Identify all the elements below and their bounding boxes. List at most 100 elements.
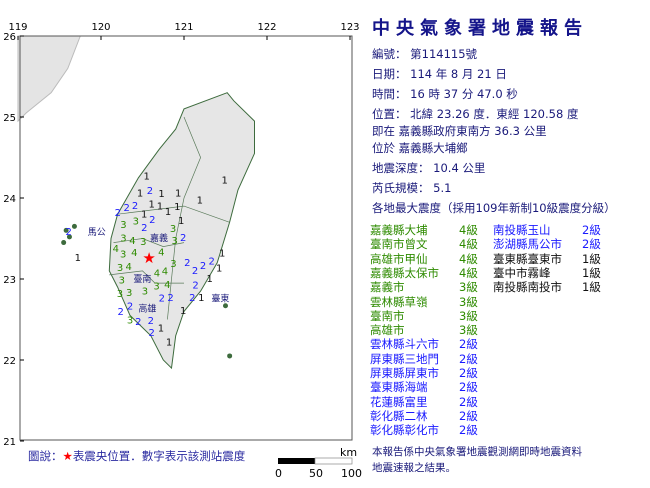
intensity-place: 高雄市甲仙: [370, 251, 428, 266]
intensity-level: 2級: [459, 366, 478, 380]
city-label: 臺東: [211, 293, 229, 305]
intensity-place: 嘉義縣大埔: [370, 223, 428, 237]
station-intensity: 4: [113, 244, 119, 255]
intensity-level: 1級: [582, 280, 601, 295]
intensity-level: 3級: [459, 308, 478, 323]
station-intensity: 3: [170, 259, 176, 270]
depth-value: 10.4 公里: [433, 161, 486, 175]
scale-tick: 100: [341, 467, 362, 480]
city-label: 高雄: [138, 302, 156, 314]
island: [223, 303, 228, 309]
intensity-place: 澎湖縣馬公市: [493, 237, 562, 252]
station-intensity: 1: [174, 202, 180, 213]
intensity-place: 高雄市: [370, 323, 405, 338]
report-time: 時間： 16 時 37 分 47.0 秒: [372, 86, 518, 102]
intensity-place: 臺南市曾文: [370, 237, 428, 252]
date-value: 114 年 8 月 21 日: [410, 67, 507, 81]
scale-unit: km: [340, 446, 358, 459]
intensity-level: 2級: [459, 337, 478, 352]
latitude-tick: 21: [3, 437, 16, 448]
report-location: 位置： 北緯 23.26 度．東經 120.58 度: [372, 106, 578, 122]
report-town: 位於 嘉義縣大埔鄉: [372, 140, 468, 156]
note-line: 本報告係中央氣象署地震觀測網即時地震資料: [372, 446, 582, 458]
county-border: [117, 205, 230, 223]
island: [66, 234, 72, 240]
magnitude-value: 5.1: [433, 181, 452, 195]
map-frame: [19, 35, 353, 441]
star-icon: ★: [62, 449, 73, 463]
report-note: 本報告係中央氣象署地震觀測網即時地震資料 地震速報之結果。: [372, 444, 582, 476]
epicenter-star-icon: ★: [142, 249, 155, 267]
taiwan-island: [108, 92, 255, 370]
relative-value: 嘉義縣政府東南方 36.3 公里: [398, 124, 547, 138]
station-intensity: 2: [124, 203, 130, 214]
station-intensity: 2: [180, 233, 186, 244]
station-intensity: 4: [126, 262, 132, 273]
longitude-tick: 122: [257, 22, 276, 33]
station-intensity: 2: [141, 223, 147, 234]
station-intensity: 2: [184, 258, 190, 269]
longitude-tick: 123: [340, 22, 359, 33]
intensity-place: 臺東縣海端: [370, 380, 428, 395]
intensity-level: 3級: [459, 294, 478, 309]
report-relative: 即在 嘉義縣政府東南方 36.3 公里: [372, 123, 547, 139]
station-intensity: 1: [157, 202, 163, 213]
station-intensity: 3: [153, 281, 159, 292]
intensity-level: 4級: [459, 237, 478, 252]
intensity-level: 2級: [459, 380, 478, 395]
station-intensity: 2: [159, 294, 165, 305]
station-intensity: 3: [120, 233, 126, 244]
station-intensity: 3: [120, 250, 126, 261]
latitude-tick: 26: [3, 32, 16, 43]
station-intensity: 1: [166, 337, 172, 348]
station-intensity: 3: [119, 275, 125, 286]
town-value: 嘉義縣大埔鄉: [398, 141, 468, 155]
station-intensity: 3: [126, 288, 132, 299]
station-intensity: 1: [137, 188, 143, 199]
report-number: 編號： 第114115號: [372, 46, 477, 62]
station-intensity: 2: [148, 328, 154, 339]
station-intensity: 2: [192, 281, 198, 292]
location-label: 位置：: [372, 107, 407, 121]
station-intensity: 2: [135, 317, 141, 328]
intensity-place: 彰化縣二林: [370, 408, 428, 423]
depth-label: 地震深度：: [372, 161, 430, 175]
intensity-place: 南投縣玉山: [493, 223, 551, 237]
station-intensity: 1: [175, 188, 181, 199]
intensity-place: 臺南市: [370, 308, 405, 323]
station-intensity: 2: [65, 227, 71, 238]
intensity-level: 4級: [459, 223, 478, 237]
intensity-place: 雲林縣草嶺: [370, 294, 428, 309]
station-intensity: 4: [162, 266, 168, 277]
intensity-level: 2級: [459, 394, 478, 409]
intensity-place: 嘉義市: [370, 280, 405, 295]
magnitude-label: 芮氏規模：: [372, 181, 430, 195]
island: [63, 227, 69, 233]
station-intensity: 3: [133, 217, 139, 228]
county-border: [109, 270, 184, 284]
station-intensity: 1: [197, 196, 203, 207]
station-intensity: 3: [127, 315, 133, 326]
time-label: 時間：: [372, 87, 407, 101]
intensity-level: 1級: [582, 251, 601, 266]
intensity-place: 臺中市霧峰: [493, 265, 551, 280]
station-intensity: 2: [118, 307, 124, 318]
island: [71, 223, 77, 229]
station-intensity: 1: [219, 248, 225, 259]
station-intensity: 2: [200, 261, 206, 272]
report-title: 中央氣象署地震報告: [372, 18, 588, 39]
station-intensity: 1: [221, 175, 227, 186]
county-border: [113, 238, 185, 247]
legend-prefix: 圖說：: [28, 449, 63, 463]
station-intensity: 4: [129, 236, 135, 247]
station-intensity: 1: [75, 253, 81, 264]
map-legend: 圖說：★表震央位置．數字表示該測站震度: [28, 448, 245, 464]
island: [61, 240, 67, 246]
station-intensity: 1: [158, 189, 164, 200]
intensity-header: 各地最大震度（採用109年新制10級震度分級）: [372, 201, 616, 215]
station-intensity: 2: [209, 256, 215, 267]
station-intensity: 3: [172, 236, 178, 247]
intensity-place: 彰化縣彰化市: [370, 423, 439, 438]
intensity-level: 2級: [459, 423, 478, 438]
latitude-tick: 24: [3, 194, 16, 205]
